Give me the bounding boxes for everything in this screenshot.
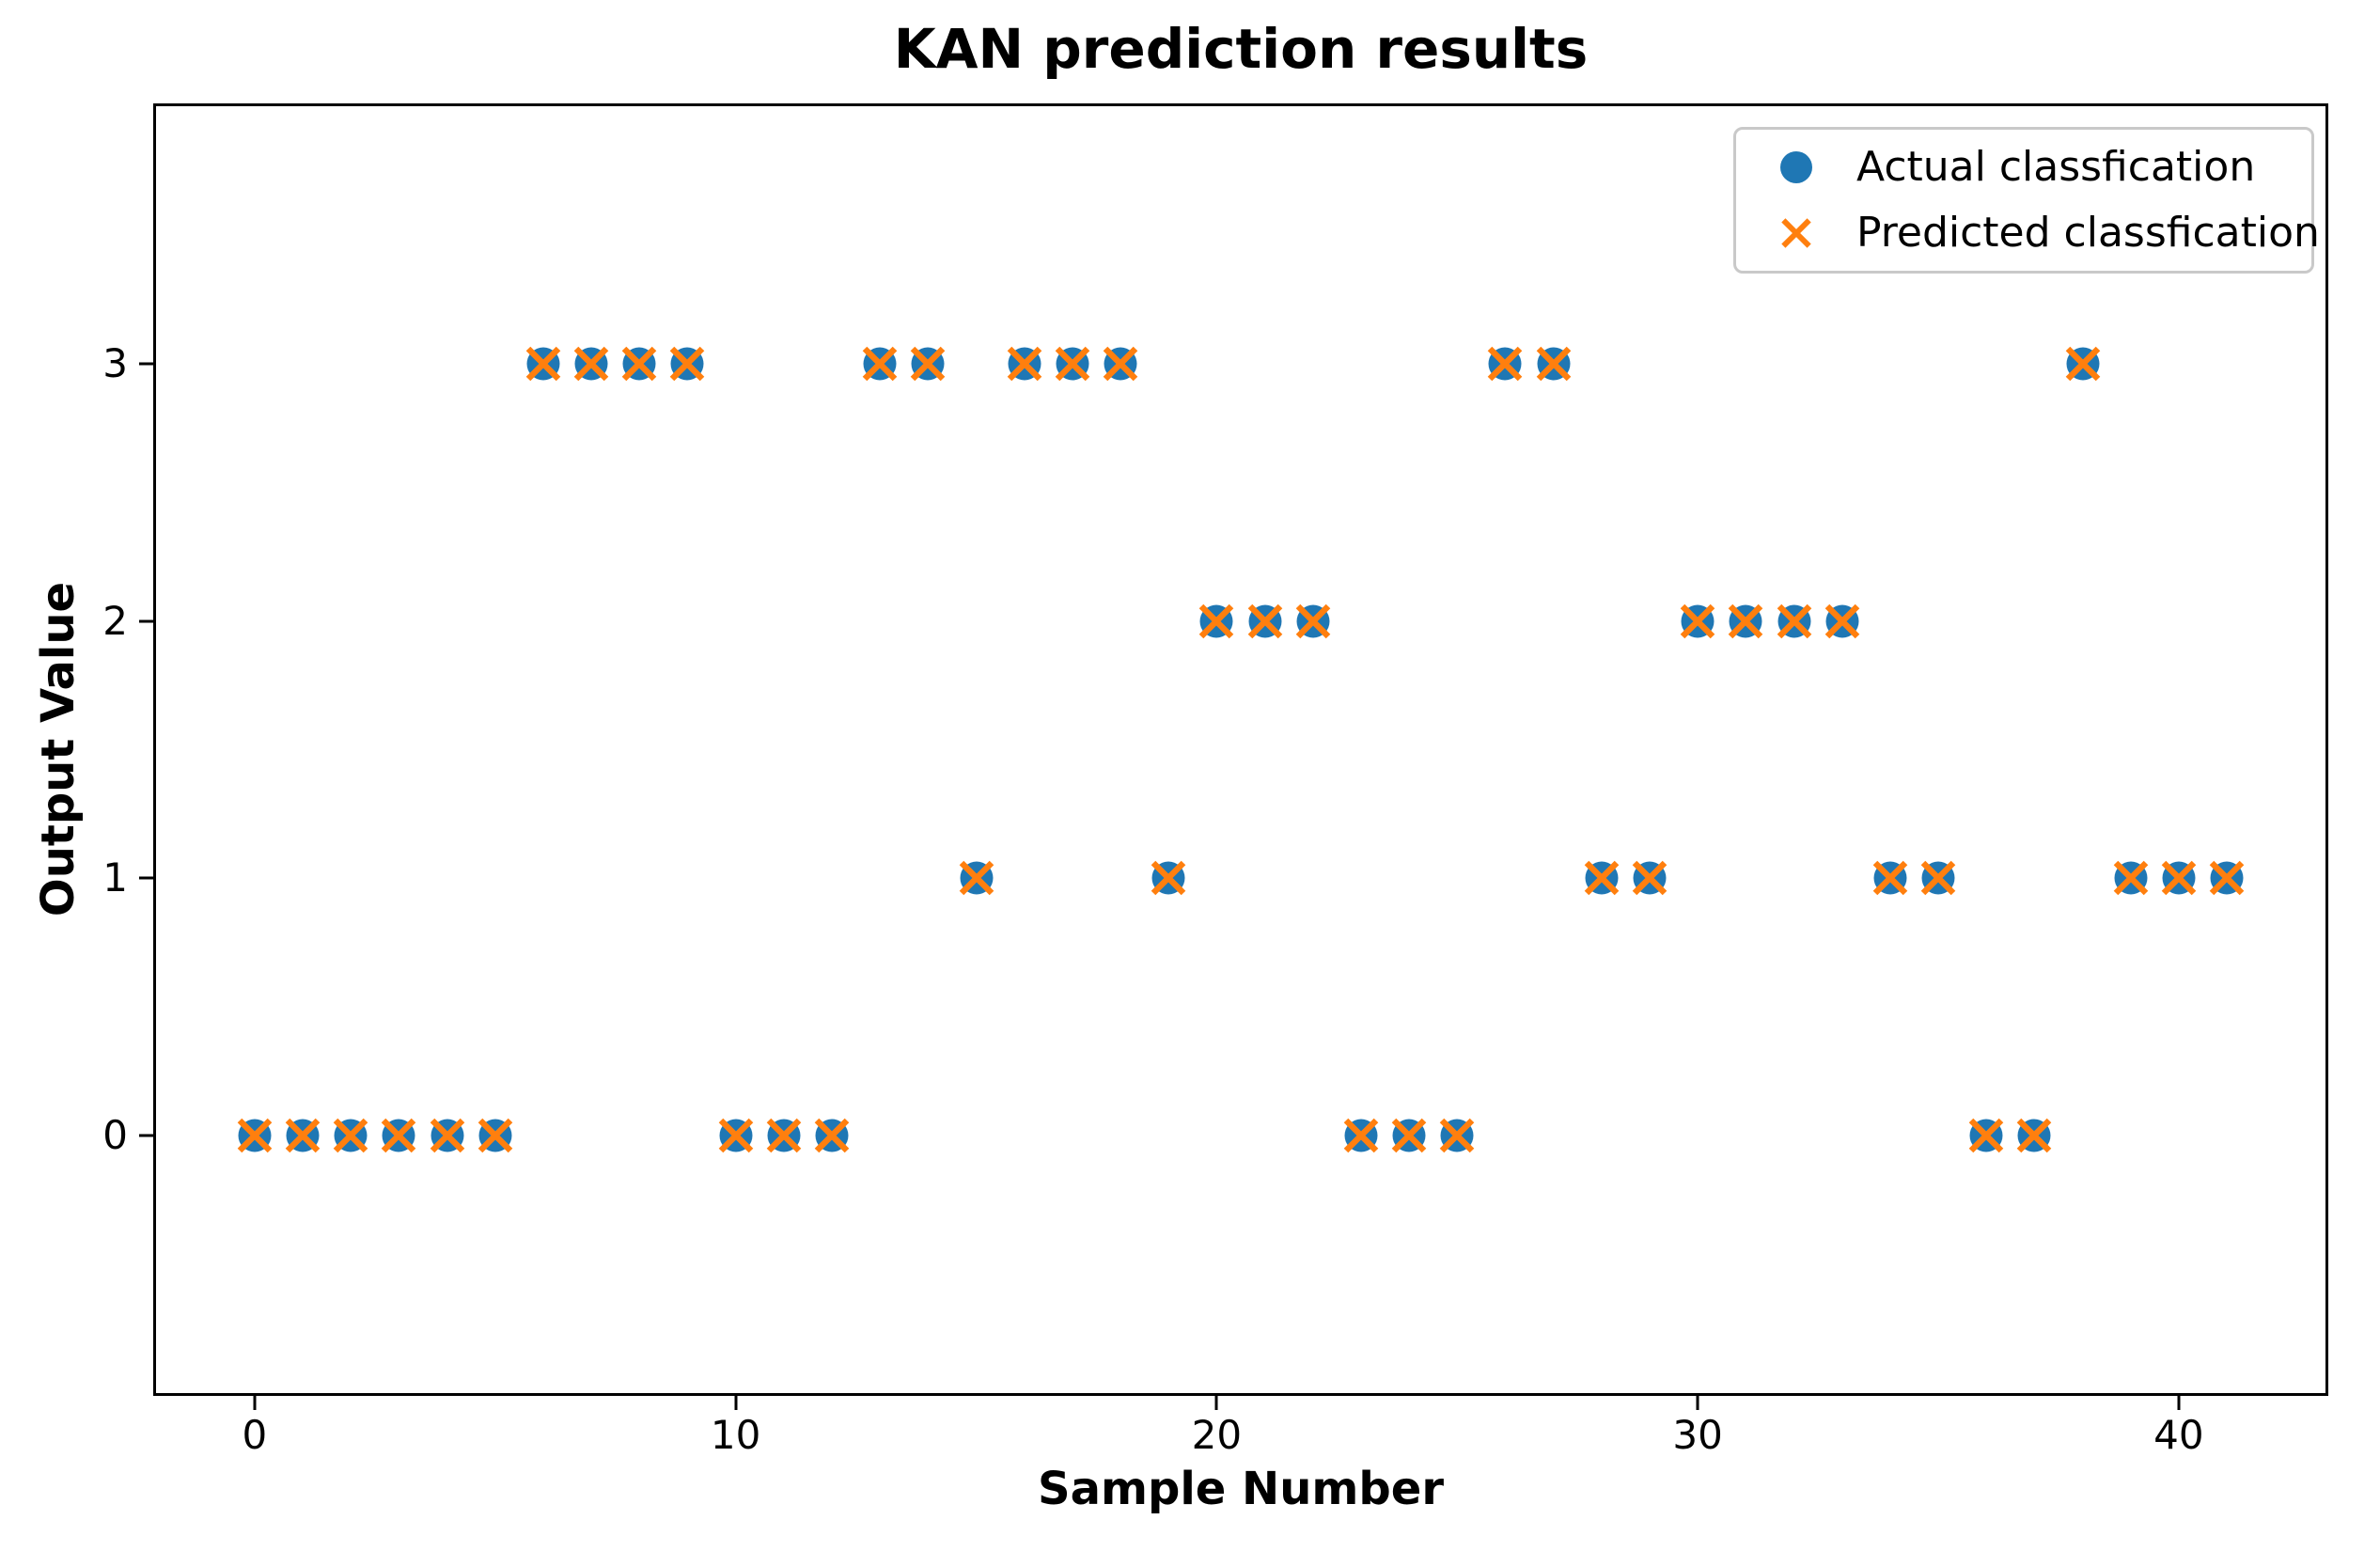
x-tick-label: 10: [710, 1412, 761, 1458]
predicted-point: [1581, 857, 1622, 899]
legend-marker-box: [1736, 151, 1856, 183]
x-axis-label: Sample Number: [1038, 1463, 1444, 1515]
predicted-point: [1292, 601, 1334, 642]
actual-circle-marker-icon: [1780, 151, 1812, 183]
x-tick-mark: [253, 1396, 257, 1410]
predicted-point: [859, 343, 900, 384]
predicted-point: [1677, 601, 1718, 642]
predicted-point: [2013, 1115, 2055, 1156]
predicted-x-marker-icon: [1781, 218, 1811, 248]
predicted-point: [1100, 343, 1141, 384]
predicted-point: [1148, 857, 1189, 899]
predicted-point: [2110, 857, 2152, 899]
predicted-point: [2062, 343, 2104, 384]
x-tick-label: 20: [1191, 1412, 1243, 1458]
x-tick-label: 30: [1672, 1412, 1723, 1458]
y-tick-mark: [139, 619, 153, 623]
x-tick-mark: [2177, 1396, 2181, 1410]
y-tick-label: 0: [102, 1112, 128, 1159]
predicted-point: [1918, 857, 1959, 899]
predicted-point: [666, 343, 708, 384]
predicted-point: [523, 343, 564, 384]
y-tick-mark: [139, 876, 153, 880]
legend-item-predicted: Predicted classfication: [1736, 205, 2320, 261]
predicted-point: [811, 1115, 853, 1156]
y-axis-label: Output Value: [32, 581, 85, 917]
predicted-point: [1965, 1115, 2007, 1156]
predicted-point: [715, 1115, 757, 1156]
predicted-point: [475, 1115, 516, 1156]
predicted-point: [956, 857, 997, 899]
predicted-point: [1725, 601, 1766, 642]
predicted-point: [2158, 857, 2200, 899]
predicted-point: [282, 1115, 323, 1156]
y-tick-mark: [139, 362, 153, 366]
x-tick-mark: [1696, 1396, 1699, 1410]
chart-title: KAN prediction results: [893, 17, 1589, 81]
x-tick-label: 40: [2153, 1412, 2204, 1458]
predicted-point: [1340, 1115, 1382, 1156]
predicted-point: [1870, 857, 1911, 899]
legend: Actual classfication Predicted classfica…: [1733, 127, 2320, 274]
predicted-point: [1436, 1115, 1478, 1156]
legend-item-actual: Actual classfication: [1736, 139, 2311, 196]
predicted-point: [1774, 601, 1815, 642]
predicted-point: [1484, 343, 1526, 384]
x-tick-mark: [734, 1396, 738, 1410]
legend-label-predicted: Predicted classfication: [1856, 209, 2320, 257]
predicted-point: [378, 1115, 419, 1156]
predicted-point: [1533, 343, 1574, 384]
predicted-point: [763, 1115, 805, 1156]
predicted-point: [330, 1115, 371, 1156]
y-tick-label: 3: [102, 339, 128, 386]
predicted-point: [571, 343, 612, 384]
plot-area: Actual classfication Predicted classfica…: [102, 103, 2328, 1455]
predicted-point: [1004, 343, 1045, 384]
legend-label-actual: Actual classfication: [1856, 143, 2256, 191]
x-tick-mark: [1214, 1396, 1218, 1410]
predicted-point: [1629, 857, 1670, 899]
predicted-point: [1245, 601, 1286, 642]
predicted-point: [2206, 857, 2247, 899]
predicted-point: [907, 343, 948, 384]
y-tick-label: 1: [102, 854, 128, 901]
x-tick-label: 0: [242, 1412, 268, 1458]
predicted-point: [1822, 601, 1863, 642]
y-tick-mark: [139, 1134, 153, 1137]
predicted-point: [618, 343, 660, 384]
predicted-point: [1196, 601, 1237, 642]
predicted-point: [427, 1115, 468, 1156]
y-tick-label: 2: [102, 597, 128, 644]
predicted-point: [234, 1115, 275, 1156]
predicted-point: [1052, 343, 1093, 384]
legend-marker-box: [1736, 214, 1856, 252]
predicted-point: [1388, 1115, 1430, 1156]
